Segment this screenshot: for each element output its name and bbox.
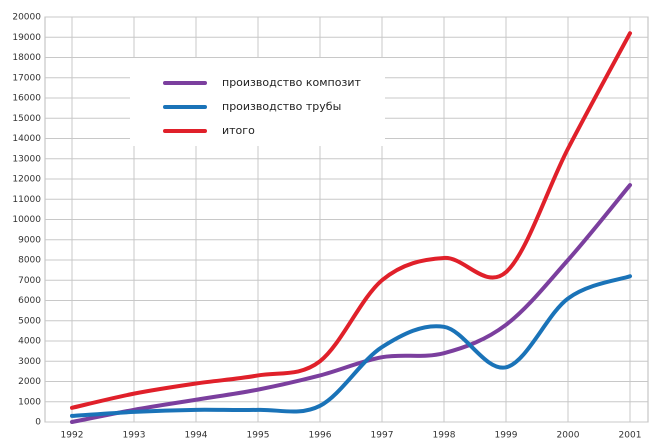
x-tick-label: 2000 [557,431,580,441]
y-tick-label: 19000 [12,33,41,43]
x-tick-label: 1996 [309,431,332,441]
x-tick-label: 1998 [433,431,456,441]
y-tick-label: 1000 [18,397,41,407]
x-tick-label: 1994 [185,431,208,441]
y-tick-label: 9000 [18,235,41,245]
y-tick-label: 18000 [12,53,41,63]
y-tick-label: 13000 [12,154,41,164]
series-line [70,31,632,410]
y-tick-label: 10000 [12,215,41,225]
y-tick-label: 11000 [12,195,41,205]
y-tick-label: 17000 [12,73,41,83]
x-tick-label: 1997 [371,431,394,441]
y-tick-label: 7000 [18,276,41,286]
x-tick-label: 1999 [495,431,518,441]
x-tick-label: 1995 [247,431,270,441]
y-tick-label: 12000 [12,175,41,185]
y-tick-label: 3000 [18,357,41,367]
y-tick-label: 8000 [18,256,41,266]
x-tick-label: 1993 [123,431,146,441]
y-tick-label: 5000 [18,316,41,326]
y-tick-label: 20000 [12,13,41,23]
x-tick-label: 2001 [619,431,642,441]
y-tick-label: 4000 [18,337,41,347]
y-tick-label: 16000 [12,94,41,104]
legend-label: итого [222,124,255,137]
y-tick-label: 14000 [12,134,41,144]
y-tick-label: 15000 [12,114,41,124]
legend-label: производство композит [222,76,361,89]
legend-label: производство трубы [222,100,341,113]
y-tick-label: 0 [35,418,41,428]
x-tick-label: 1992 [61,431,84,441]
y-tick-label: 2000 [18,377,41,387]
series-line [70,274,632,418]
y-tick-label: 6000 [18,296,41,306]
